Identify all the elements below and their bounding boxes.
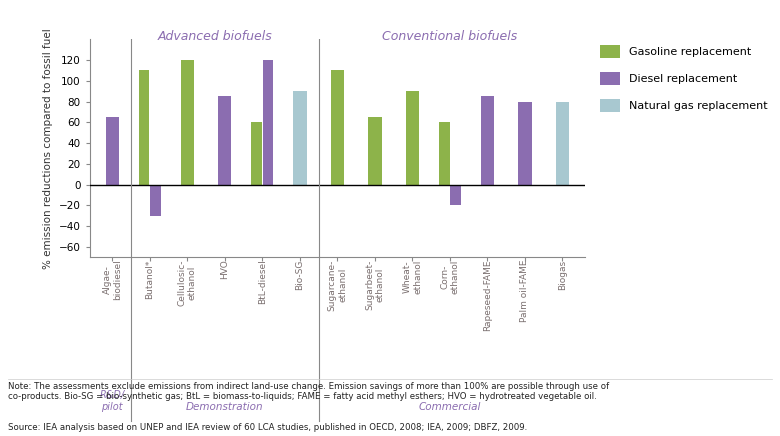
Bar xyxy=(105,117,119,184)
Bar xyxy=(139,70,149,184)
Bar xyxy=(450,184,461,205)
Bar xyxy=(518,102,532,184)
Text: Note: The assessments exclude emissions from indirect land-use change. Emission : Note: The assessments exclude emissions … xyxy=(8,382,609,401)
Text: Advanced biofuels: Advanced biofuels xyxy=(158,31,273,44)
Bar xyxy=(368,117,381,184)
Bar xyxy=(263,60,274,184)
Text: Sugarcane-
ethanol: Sugarcane- ethanol xyxy=(328,259,347,311)
Text: Biogas: Biogas xyxy=(558,259,567,290)
Bar xyxy=(218,96,232,184)
Y-axis label: % emission reductions compared to fossil fuel: % emission reductions compared to fossil… xyxy=(43,28,53,269)
Text: Source: IEA analysis based on UNEP and IEA review of 60 LCA studies, published i: Source: IEA analysis based on UNEP and I… xyxy=(8,423,527,432)
Bar xyxy=(439,122,449,184)
Bar xyxy=(293,91,307,184)
Text: Palm oil-FAME: Palm oil-FAME xyxy=(520,259,530,322)
Text: Conventional biofuels: Conventional biofuels xyxy=(382,31,518,44)
Text: Cellulosic-
ethanol: Cellulosic- ethanol xyxy=(178,259,197,306)
Text: Demonstration: Demonstration xyxy=(186,402,264,412)
Bar xyxy=(251,122,262,184)
Bar xyxy=(150,184,161,216)
Bar xyxy=(406,91,419,184)
Text: Bio-SG: Bio-SG xyxy=(296,259,304,290)
Legend: Gasoline replacement, Diesel replacement, Natural gas replacement: Gasoline replacement, Diesel replacement… xyxy=(601,45,768,112)
Bar xyxy=(480,96,495,184)
Text: HVO: HVO xyxy=(220,259,229,279)
Text: BtL-diesel: BtL-diesel xyxy=(258,259,267,304)
Text: R&D/
pilot: R&D/ pilot xyxy=(100,390,125,412)
Bar xyxy=(556,102,569,184)
Bar xyxy=(331,70,344,184)
Text: Sugarbeet-
ethanol: Sugarbeet- ethanol xyxy=(365,259,385,310)
Text: Corn-
ethanol: Corn- ethanol xyxy=(440,259,459,294)
Bar xyxy=(180,60,194,184)
Text: Algae-
biodiesel: Algae- biodiesel xyxy=(102,259,122,300)
Text: Wheat-
ethanol: Wheat- ethanol xyxy=(402,259,422,294)
Text: Butanol*: Butanol* xyxy=(145,259,154,299)
Text: Rapeseed-FAME: Rapeseed-FAME xyxy=(483,259,492,331)
Text: Commercial: Commercial xyxy=(419,402,481,412)
